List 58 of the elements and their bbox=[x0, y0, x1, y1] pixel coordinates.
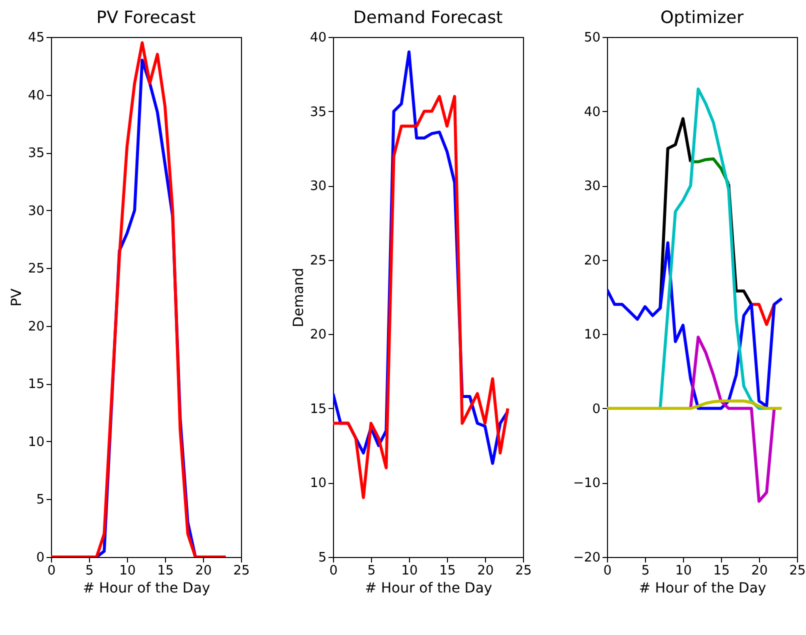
x-tick-label: 0 bbox=[47, 564, 56, 578]
y-tick-label: −10 bbox=[573, 476, 600, 492]
y-tick-label: 10 bbox=[310, 476, 326, 492]
x-tick-label: 25 bbox=[233, 564, 250, 578]
y-tick-label: 25 bbox=[28, 262, 44, 277]
x-tick-label: 25 bbox=[789, 564, 806, 578]
x-tick-label: 5 bbox=[85, 564, 94, 578]
y-tick-label: 30 bbox=[584, 179, 600, 194]
y-tick-label: 35 bbox=[28, 146, 44, 162]
y-tick-label: 20 bbox=[584, 253, 600, 268]
x-axis-title: # Hour of the Day bbox=[364, 580, 492, 596]
chart-title: Demand Forecast bbox=[353, 8, 504, 28]
y-tick-label: 0 bbox=[36, 550, 44, 566]
y-tick-label: 10 bbox=[28, 434, 44, 450]
y-tick-label: 15 bbox=[28, 377, 44, 392]
y-axis-title: PV bbox=[8, 288, 25, 307]
y-axis-title: Demand bbox=[290, 268, 307, 328]
line-series bbox=[689, 336, 776, 503]
x-tick-label: 20 bbox=[477, 564, 494, 578]
x-tick-label: 10 bbox=[675, 564, 692, 578]
y-tick-label: 15 bbox=[310, 402, 326, 417]
y-tick-label: 45 bbox=[28, 30, 44, 46]
line-series bbox=[607, 241, 784, 410]
y-tick-label: 5 bbox=[318, 550, 326, 566]
y-tick-label: 40 bbox=[28, 88, 44, 104]
x-tick-label: 25 bbox=[515, 564, 532, 578]
x-tick-label: 20 bbox=[751, 564, 768, 578]
x-tick-label: 15 bbox=[713, 564, 730, 578]
y-tick-label: 20 bbox=[310, 328, 326, 343]
chart-title: PV Forecast bbox=[96, 8, 196, 28]
chart-title: Optimizer bbox=[660, 8, 744, 28]
y-tick-label: 40 bbox=[584, 104, 600, 120]
x-tick-label: 5 bbox=[641, 564, 650, 578]
line-series bbox=[333, 94, 510, 500]
y-tick-label: 25 bbox=[310, 253, 326, 268]
x-axis-title: # Hour of the Day bbox=[82, 580, 210, 596]
x-axis-title: # Hour of the Day bbox=[638, 580, 766, 596]
y-tick-label: 20 bbox=[28, 319, 44, 334]
y-tick-label: 40 bbox=[310, 30, 326, 46]
line-series bbox=[51, 41, 228, 557]
x-tick-label: 0 bbox=[603, 564, 612, 578]
y-tick-label: 0 bbox=[592, 402, 600, 417]
line-series bbox=[607, 400, 784, 410]
y-tick-label: 5 bbox=[36, 492, 44, 508]
y-tick-label: 35 bbox=[310, 104, 326, 120]
x-tick-label: 0 bbox=[329, 564, 338, 578]
y-tick-label: 50 bbox=[584, 30, 600, 46]
x-tick-label: 15 bbox=[157, 564, 174, 578]
y-tick-label: 10 bbox=[584, 328, 600, 343]
y-tick-label: 30 bbox=[28, 204, 44, 219]
x-tick-label: 10 bbox=[401, 564, 418, 578]
y-tick-label: 30 bbox=[310, 179, 326, 194]
x-tick-label: 20 bbox=[195, 564, 212, 578]
x-tick-label: 10 bbox=[119, 564, 136, 578]
y-tick-label: −20 bbox=[573, 550, 600, 566]
x-tick-label: 15 bbox=[439, 564, 456, 578]
line-series bbox=[658, 88, 768, 410]
x-tick-label: 5 bbox=[367, 564, 376, 578]
